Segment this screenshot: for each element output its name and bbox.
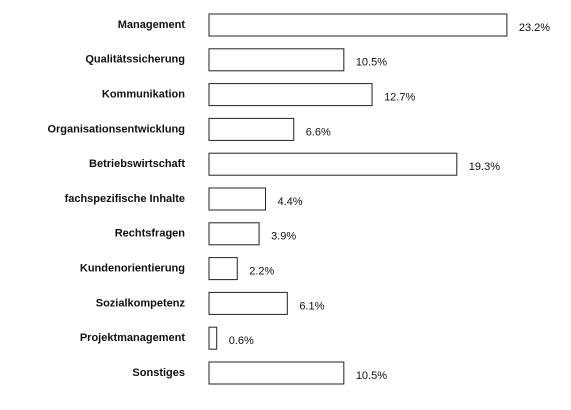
bar [208,257,238,281]
value-label: 6.6% [306,126,331,138]
bar [208,152,458,176]
category-label: Qualitätssicherung [85,54,185,66]
value-label: 6.1% [299,300,324,312]
bar [208,117,295,141]
value-label: 3.9% [271,231,296,243]
value-label: 12.7% [384,92,415,104]
value-label: 2.2% [249,266,274,278]
category-label: Rechtsfragen [115,228,186,240]
value-label: 0.6% [229,335,254,347]
bar [208,83,373,107]
value-label: 10.5% [356,370,387,382]
bar [208,326,218,350]
category-label: Kommunikation [102,89,185,101]
category-label: Betriebswirtschaft [89,158,185,170]
category-label: Projektmanagement [80,332,185,344]
value-label: 23.2% [519,22,550,34]
bar [208,222,260,246]
value-label: 10.5% [356,57,387,69]
category-label: fachspezifische Inhalte [65,193,185,205]
bar [208,361,345,385]
category-label: Sozialkompetenz [96,297,186,309]
bar [208,291,288,315]
category-label: Kundenorientierung [80,263,185,275]
value-label: 4.4% [277,196,302,208]
bar [208,13,508,37]
bar [208,187,266,211]
value-label: 19.3% [469,161,500,173]
category-label: Sonstiges [132,367,185,379]
category-label: Management [118,19,186,31]
bar [208,48,345,72]
category-label: Organisationsentwicklung [47,123,185,135]
